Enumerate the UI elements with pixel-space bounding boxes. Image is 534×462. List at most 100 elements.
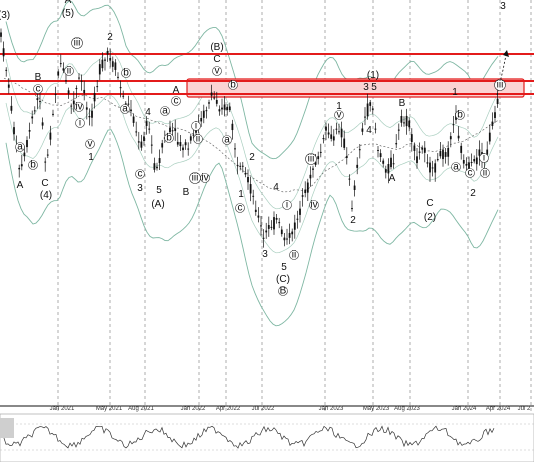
wave-label: (3) xyxy=(0,10,10,21)
candle-body xyxy=(314,161,317,165)
candle-body xyxy=(491,121,494,126)
wave-label: ii xyxy=(64,66,74,77)
wave-label: A xyxy=(65,0,72,6)
candle-body xyxy=(18,167,21,170)
x-tick-label: Jul 2022 xyxy=(252,406,275,412)
candle-body xyxy=(67,90,70,94)
wave-label-text: 2 xyxy=(249,152,255,163)
moving-average-line xyxy=(3,77,500,193)
wave-label: ii xyxy=(193,134,203,145)
wave-label: A xyxy=(17,180,24,191)
wave-label-text: 3 xyxy=(137,183,143,194)
candle-body xyxy=(366,103,369,117)
candle-body xyxy=(384,169,387,173)
candle-body xyxy=(221,107,223,110)
candle-body xyxy=(31,116,34,119)
wave-label-circle xyxy=(85,139,95,149)
wave-label: B xyxy=(183,187,190,198)
wave-label-circle xyxy=(455,110,465,120)
candle-body xyxy=(135,131,138,133)
candle-body xyxy=(421,147,424,150)
oscillator xyxy=(0,418,534,451)
candle-body xyxy=(369,102,372,106)
wave-label-circle xyxy=(71,37,83,49)
candle-body xyxy=(418,151,421,153)
wave-label-text: iii xyxy=(74,38,81,49)
candle-body xyxy=(171,130,174,132)
candle-body xyxy=(226,106,229,111)
wave-label-circle xyxy=(235,203,245,213)
candle-body xyxy=(223,104,226,110)
candle-body xyxy=(252,195,255,197)
candle-body xyxy=(462,160,465,164)
candle-body xyxy=(273,217,275,230)
wave-label-text: c xyxy=(36,84,41,95)
candle-body xyxy=(176,141,179,145)
candle-body xyxy=(91,110,93,118)
wave-label: C xyxy=(426,198,433,209)
candle-body xyxy=(132,116,135,123)
wave-label-text: (B) xyxy=(210,42,223,53)
candle-body xyxy=(62,68,65,71)
wave-label-text: ii xyxy=(67,66,71,77)
candle-body xyxy=(208,102,210,104)
candle-body xyxy=(46,154,49,156)
wave-label-text: (A) xyxy=(151,199,164,210)
wave-label-circle xyxy=(309,200,319,210)
wave-label-circle xyxy=(305,153,317,165)
wave-label: a xyxy=(160,106,170,117)
wave-label: B xyxy=(278,286,288,297)
wave-label: b xyxy=(164,133,174,144)
candle-body xyxy=(408,120,411,128)
wave-label: A xyxy=(389,173,396,184)
candle-body xyxy=(270,226,273,228)
candle-body xyxy=(416,156,418,164)
candle-body xyxy=(392,163,395,165)
wave-label-text: v xyxy=(337,110,342,121)
wave-label: c xyxy=(465,168,475,179)
wave-label: iii xyxy=(494,79,506,91)
wave-label: iii xyxy=(305,153,317,165)
wave-label: 3 xyxy=(500,1,506,12)
candle-body xyxy=(348,178,351,180)
candle-body xyxy=(210,92,213,96)
wave-label-text: A xyxy=(173,85,180,96)
wave-label-circle xyxy=(164,133,174,143)
wave-label-text: 1 xyxy=(88,152,94,163)
wave-label-circle xyxy=(28,160,38,170)
candle-body xyxy=(117,76,119,78)
candle-body xyxy=(200,118,203,122)
wave-label-text: ii xyxy=(196,134,200,145)
candle-body xyxy=(33,110,36,112)
candle-body xyxy=(488,132,491,142)
candle-body xyxy=(296,218,299,220)
candle-body xyxy=(494,112,496,118)
wave-label-text: 4 xyxy=(273,182,279,193)
wave-label-circle xyxy=(228,80,238,90)
candle-body xyxy=(239,165,242,167)
wave-label: (2) xyxy=(424,212,436,223)
candle-body xyxy=(338,131,340,133)
wave-label-text: ii xyxy=(483,168,487,179)
candle-body xyxy=(403,122,405,124)
wave-label: iv xyxy=(309,200,319,211)
wave-label: a xyxy=(451,162,461,173)
wave-label-circle xyxy=(278,286,288,296)
candle-body xyxy=(317,156,320,160)
candle-body xyxy=(431,167,434,169)
wave-label-text: B xyxy=(399,98,406,109)
candle-body xyxy=(236,164,239,166)
candle-body xyxy=(371,108,374,110)
wave-label: 5 xyxy=(156,185,162,196)
wave-label: C xyxy=(41,178,48,189)
candle-body xyxy=(44,161,47,163)
candle-body xyxy=(150,144,153,146)
oscillator-panel xyxy=(0,413,534,462)
x-tick-label: Apr 2024 xyxy=(486,406,511,412)
wave-label: 3 xyxy=(137,183,143,194)
wave-label-text: b xyxy=(123,68,129,79)
wave-label-circle xyxy=(465,168,475,178)
candle-body xyxy=(249,184,252,194)
candle-body xyxy=(127,103,130,105)
candle-body xyxy=(83,89,86,94)
